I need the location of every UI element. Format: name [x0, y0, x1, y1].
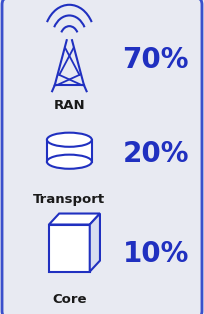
Text: 70%: 70%	[122, 46, 189, 74]
Text: RAN: RAN	[53, 99, 85, 112]
Text: 20%: 20%	[122, 140, 189, 168]
Text: Transport: Transport	[33, 193, 105, 206]
Bar	[47, 140, 92, 162]
Ellipse shape	[47, 154, 92, 169]
Bar	[49, 225, 90, 272]
Polygon shape	[49, 214, 100, 225]
Polygon shape	[90, 214, 100, 272]
Text: Core: Core	[52, 293, 87, 306]
Ellipse shape	[47, 133, 92, 147]
Text: 10%: 10%	[122, 240, 189, 268]
